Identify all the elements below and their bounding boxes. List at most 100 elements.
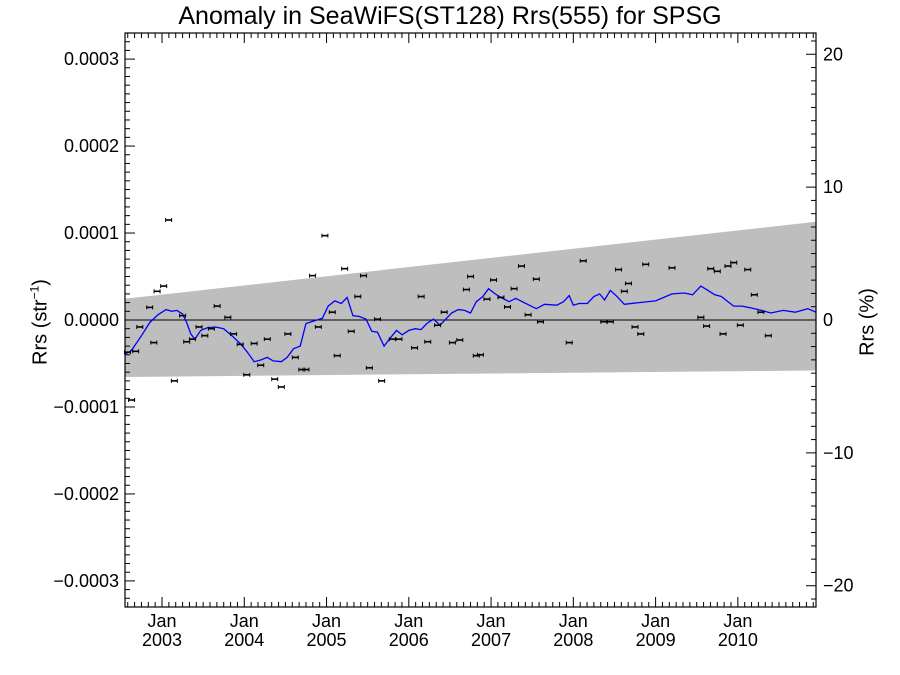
data-point <box>606 319 614 324</box>
data-point <box>395 337 403 342</box>
data-point <box>615 267 623 272</box>
data-point <box>724 264 732 269</box>
y-tick-label: 0.0002 <box>64 136 119 156</box>
x-tick-label-year: 2007 <box>471 630 511 650</box>
x-tick-label-month: Jan <box>477 611 506 631</box>
data-point <box>150 340 158 345</box>
data-point <box>697 315 705 320</box>
data-point <box>703 324 711 329</box>
y2-tick-label: 10 <box>823 177 843 197</box>
data-point <box>462 287 470 292</box>
data-point <box>309 273 317 278</box>
data-point <box>153 289 161 294</box>
data-point <box>188 337 196 342</box>
data-point <box>411 345 419 350</box>
data-point <box>263 337 271 342</box>
x-tick-label-month: Jan <box>148 611 177 631</box>
data-point <box>378 378 386 383</box>
chart-title: Anomaly in SeaWiFS(ST128) Rrs(555) for S… <box>178 2 722 30</box>
data-point <box>388 337 396 342</box>
y-tick-label: −0.0003 <box>53 571 119 591</box>
data-point <box>518 264 526 269</box>
data-point <box>321 233 329 238</box>
data-point <box>230 331 238 336</box>
x-tick-label-year: 2004 <box>224 630 264 650</box>
data-point <box>354 294 362 299</box>
y2-tick-label: 20 <box>823 44 843 64</box>
data-point <box>277 384 285 389</box>
uncertainty-band <box>125 221 816 377</box>
data-point <box>207 326 215 331</box>
data-point <box>744 267 752 272</box>
data-point <box>532 277 540 282</box>
data-point <box>213 304 221 309</box>
y-tick-label: 0.0001 <box>64 223 119 243</box>
data-point <box>136 324 144 329</box>
data-point <box>456 338 464 343</box>
data-point <box>236 342 244 347</box>
y-tick-label: −0.0001 <box>53 397 119 417</box>
data-point <box>707 266 715 271</box>
data-point <box>434 323 442 328</box>
data-point <box>243 372 251 377</box>
series-line-layer <box>124 285 817 363</box>
data-point <box>624 281 632 286</box>
data-point <box>448 340 456 345</box>
data-point <box>730 260 738 265</box>
y2-tick-label: −10 <box>823 443 854 463</box>
x-tick-label-year: 2008 <box>553 630 593 650</box>
x-tick-label-year: 2010 <box>718 630 758 650</box>
x-tick-label-year: 2009 <box>636 630 676 650</box>
data-point <box>750 292 758 297</box>
data-point <box>424 339 432 344</box>
x-tick-label-month: Jan <box>312 611 341 631</box>
data-point <box>504 304 512 309</box>
x-tick-label-year: 2005 <box>307 630 347 650</box>
data-point <box>510 286 518 291</box>
data-point <box>271 377 279 382</box>
data-point <box>524 312 532 317</box>
data-point <box>284 331 292 336</box>
data-points-layer <box>123 217 772 403</box>
data-point <box>179 313 187 318</box>
data-point <box>467 274 474 279</box>
data-point <box>160 284 168 289</box>
uncertainty-band-layer <box>125 221 816 377</box>
data-point <box>302 367 310 372</box>
data-point <box>600 319 608 324</box>
data-point <box>257 363 265 368</box>
data-point <box>668 265 676 270</box>
data-point <box>146 305 154 310</box>
y2-tick-label: −20 <box>823 576 854 596</box>
data-point <box>579 258 587 263</box>
y-tick-label: 0.0000 <box>64 310 119 330</box>
y2-axis-label: Rrs (%) <box>856 288 879 356</box>
data-point <box>347 329 355 334</box>
data-point <box>165 217 173 222</box>
data-point <box>365 365 373 370</box>
x-tick-label-year: 2006 <box>389 630 429 650</box>
data-point <box>201 333 209 338</box>
data-point <box>757 310 765 315</box>
y2-tick-label: 0 <box>823 310 833 330</box>
data-point <box>764 333 772 338</box>
data-point <box>170 378 178 383</box>
data-point <box>417 294 425 299</box>
data-point <box>328 310 336 315</box>
data-point <box>291 355 299 360</box>
data-point <box>341 266 349 271</box>
data-point <box>620 289 628 294</box>
x-tick-label-month: Jan <box>394 611 423 631</box>
data-point <box>195 324 203 329</box>
x-tick-label-month: Jan <box>230 611 259 631</box>
data-point <box>490 277 498 282</box>
data-point <box>736 323 744 328</box>
data-point <box>713 269 721 274</box>
data-point <box>642 262 650 267</box>
data-point <box>314 324 322 329</box>
y-axis-label: Rrs (str−1) <box>27 279 52 365</box>
data-point <box>483 297 491 302</box>
data-point <box>224 315 232 320</box>
data-point <box>536 319 544 324</box>
